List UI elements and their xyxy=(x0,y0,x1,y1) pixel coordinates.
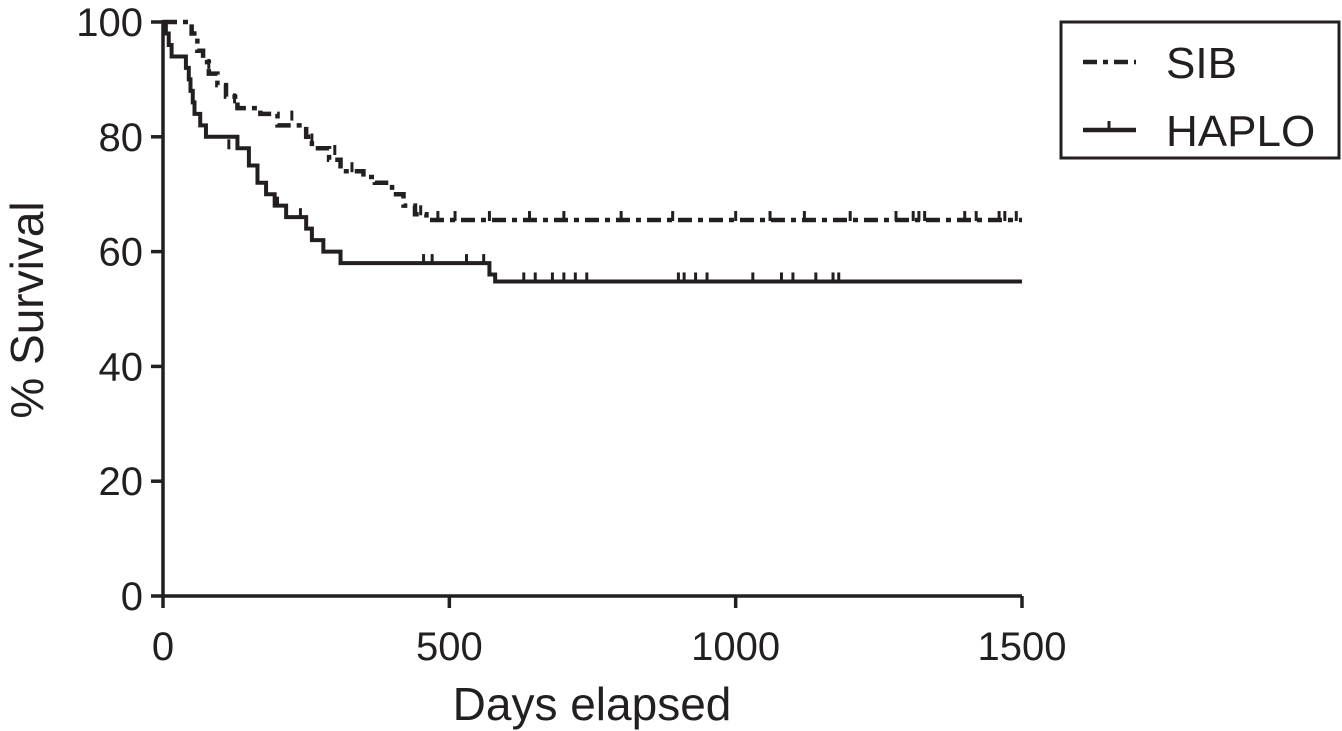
legend-box xyxy=(1059,20,1341,160)
y-tick-label: 80 xyxy=(99,116,144,160)
legend-label-haplo: HAPLO xyxy=(1166,107,1315,156)
y-tick-label: 20 xyxy=(99,460,144,504)
y-tick-label: 60 xyxy=(99,231,144,275)
x-tick-label: 0 xyxy=(152,625,174,669)
y-tick-label: 100 xyxy=(76,1,143,45)
series-line-sib xyxy=(163,19,1022,223)
x-axis-title: Days elapsed xyxy=(453,678,732,730)
legend-label-sib: SIB xyxy=(1166,39,1237,88)
x-tick-label: 500 xyxy=(416,625,483,669)
y-tick-label: 0 xyxy=(121,575,143,619)
y-axis-title: % Survival xyxy=(1,201,53,418)
series-line-haplo xyxy=(163,20,1022,284)
x-tick-label: 1000 xyxy=(691,625,780,669)
x-tick-label: 1500 xyxy=(978,625,1067,669)
y-tick-label: 40 xyxy=(99,345,144,389)
